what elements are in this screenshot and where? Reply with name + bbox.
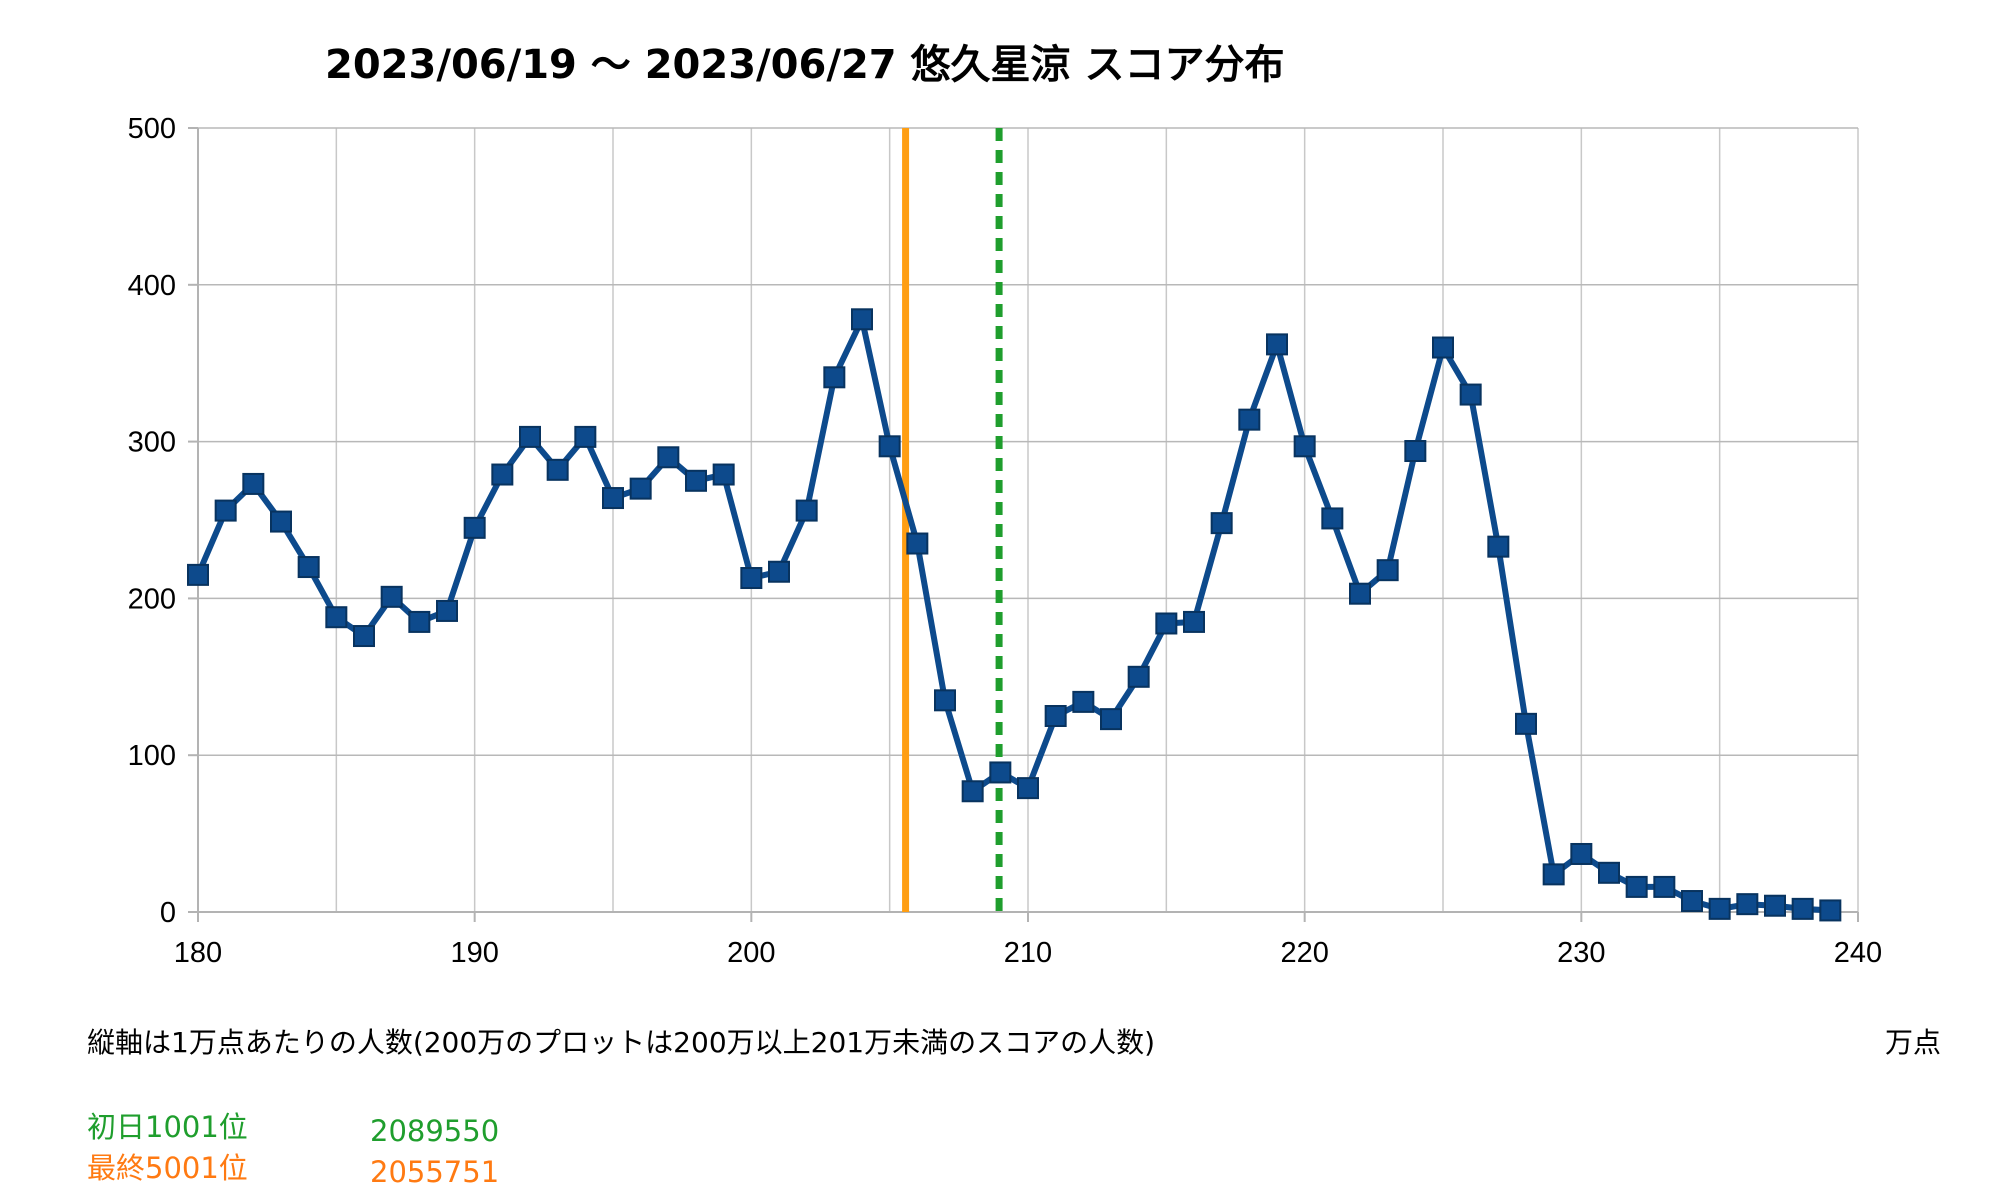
data-point: [989, 761, 1012, 784]
y-tick-label: 400: [128, 270, 176, 302]
legend-value: 2055751: [370, 1155, 499, 1189]
axis-layer: [188, 127, 1859, 922]
data-point: [1044, 705, 1067, 727]
legend-label: 最終5001位: [87, 1151, 248, 1185]
data-point: [463, 516, 486, 539]
data-point: [1293, 435, 1316, 458]
data-point: [934, 689, 956, 712]
data-point: [1764, 894, 1786, 917]
data-point: [740, 567, 763, 590]
data-point: [325, 606, 348, 629]
data-point: [1625, 875, 1648, 898]
y-tick-label: 100: [128, 740, 176, 772]
data-point: [436, 599, 458, 622]
y-tick-label: 500: [128, 113, 176, 145]
data-point: [1598, 861, 1620, 884]
data-point: [1266, 333, 1288, 356]
data-point: [491, 463, 514, 486]
data-point: [546, 458, 569, 481]
data-point: [1072, 690, 1095, 713]
x-tick-label: 240: [1834, 937, 1882, 969]
data-point: [519, 425, 541, 448]
data-point: [629, 477, 652, 500]
data-point: [1791, 897, 1814, 920]
data-point: [1819, 899, 1842, 922]
data-point: [1515, 712, 1537, 735]
data-point: [408, 610, 431, 633]
data-point: [1681, 890, 1703, 913]
data-point: [1376, 559, 1399, 582]
data-point: [712, 463, 735, 486]
data-point: [242, 472, 265, 495]
data-point: [961, 780, 984, 803]
data-point: [1017, 777, 1039, 800]
y-tick-label: 200: [128, 583, 176, 615]
data-point: [1238, 408, 1261, 431]
x-tick-label: 220: [1280, 937, 1328, 969]
x-tick-label: 200: [727, 937, 775, 969]
data-point: [574, 425, 597, 448]
legend-value: 2089550: [370, 1114, 499, 1148]
chart-title: 2023/06/19 〜 2023/06/27 悠久星涼 スコア分布: [325, 42, 1284, 88]
x-axis-unit-label: 万点: [1885, 1026, 1941, 1059]
y-tick-label: 0: [160, 897, 176, 929]
data-point: [187, 563, 209, 586]
series-layer: [187, 308, 1842, 922]
data-point: [270, 510, 292, 533]
data-point: [1321, 507, 1344, 530]
data-point: [1459, 383, 1482, 406]
data-point: [1183, 610, 1205, 633]
data-point: [823, 366, 846, 389]
data-point: [1100, 708, 1122, 731]
data-point: [1404, 440, 1427, 463]
data-point: [602, 487, 624, 510]
data-point: [768, 560, 790, 583]
axis-note: 縦軸は1万点あたりの人数(200万のプロットは200万以上201万未満のスコアの…: [87, 1026, 1155, 1059]
data-point: [1708, 897, 1731, 920]
legend-label: 初日1001位: [87, 1110, 248, 1144]
x-tick-label: 230: [1557, 937, 1605, 969]
data-point: [685, 469, 707, 492]
data-point: [1653, 875, 1676, 898]
data-point: [1210, 512, 1233, 535]
data-point: [297, 556, 320, 579]
reference-lines: [902, 128, 1003, 912]
data-point: [906, 532, 929, 555]
x-tick-label: 190: [450, 937, 498, 969]
data-point: [1432, 336, 1454, 359]
data-point: [1487, 535, 1510, 558]
y-tick-label: 300: [128, 427, 176, 459]
x-tick-label: 180: [174, 937, 222, 969]
data-point: [795, 499, 818, 522]
tick-labels: 0 100 200 300 400 500 180 190 200 210 220 230 240: [128, 113, 1883, 969]
data-point: [1127, 665, 1150, 688]
data-point: [851, 308, 873, 331]
data-point: [878, 435, 901, 458]
data-point: [380, 585, 403, 608]
legend: 初日1001位 2089550 最終5001位 2055751: [87, 1110, 499, 1189]
data-point: [214, 499, 237, 522]
data-point: [1736, 893, 1759, 916]
data-point: [1349, 582, 1371, 605]
data-point: [657, 446, 680, 469]
x-tick-label: 210: [1004, 937, 1052, 969]
data-point: [1155, 612, 1178, 635]
data-point: [1570, 842, 1593, 865]
data-point: [1542, 863, 1565, 886]
data-point: [353, 625, 375, 648]
